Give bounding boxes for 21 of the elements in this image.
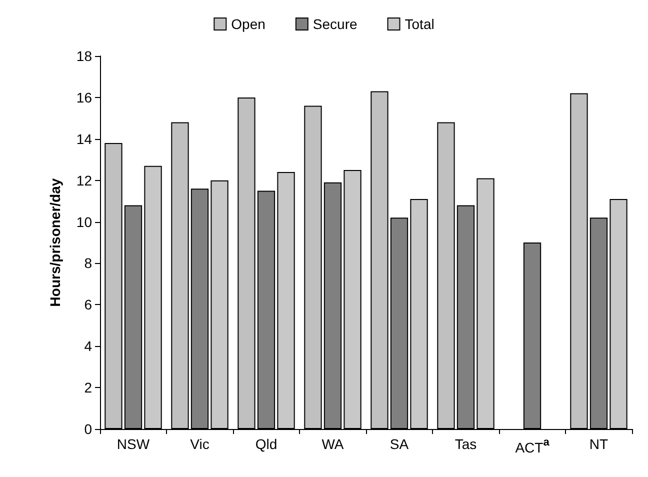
x-tick-label: Tas — [454, 436, 477, 452]
y-tick-label: 8 — [84, 255, 92, 272]
y-tick-label: 10 — [76, 214, 92, 230]
x-tick-label: NSW — [116, 436, 150, 452]
x-tick-label: Vic — [190, 436, 210, 452]
y-tick-label: 4 — [84, 338, 92, 354]
y-tick-label: 14 — [76, 130, 92, 147]
legend-label: Secure — [312, 16, 358, 32]
y-tick-label: 12 — [76, 172, 92, 188]
y-axis-title: Hours/prisoner/day — [47, 178, 63, 307]
x-tick-label: WA — [322, 436, 344, 452]
x-tick-label: Qld — [255, 436, 278, 452]
y-tick-label: 2 — [84, 380, 92, 396]
legend-label: Total — [404, 16, 434, 32]
legend-label: Open — [231, 16, 266, 32]
x-tick-label: SA — [390, 436, 410, 452]
y-tick-label: 0 — [84, 421, 92, 437]
y-tick-label: 16 — [76, 89, 92, 106]
x-tick-label: NT — [589, 436, 609, 452]
y-tick-label: 6 — [84, 296, 92, 313]
y-tick-label: 18 — [76, 48, 92, 64]
